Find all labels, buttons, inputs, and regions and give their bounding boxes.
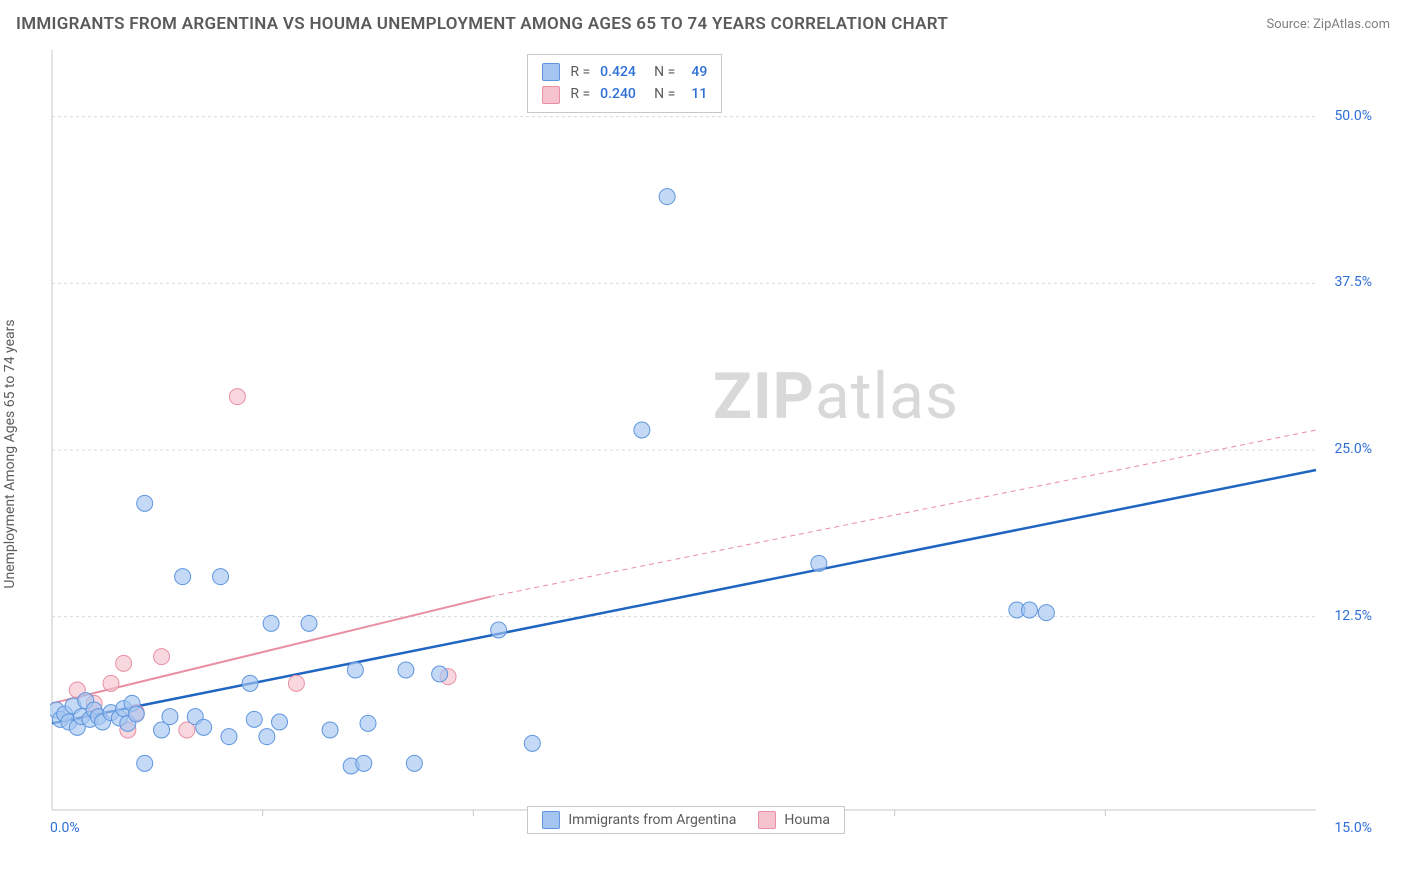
n-value: 49 [685, 61, 707, 83]
legend-item-series1: Immigrants from Argentina [542, 811, 736, 829]
stats-row-series2: R = 0.240 N = 11 [542, 83, 707, 105]
y-tick-label: 25.0% [1334, 441, 1372, 457]
legend-item-series2: Houma [758, 811, 830, 829]
x-tick-label: 0.0% [50, 820, 80, 836]
bottom-legend: Immigrants from Argentina Houma [527, 806, 845, 834]
r-value: 0.424 [600, 61, 644, 83]
y-tick-label: 50.0% [1334, 108, 1372, 124]
scatter-chart [50, 50, 1376, 822]
stats-row-series1: R = 0.424 N = 49 [542, 61, 707, 83]
plot-area: ZIPatlas R = 0.424 N = 49 R = 0.240 N = … [50, 50, 1376, 822]
swatch-series2-icon [758, 811, 776, 829]
swatch-series1-icon [542, 811, 560, 829]
title-bar: IMMIGRANTS FROM ARGENTINA VS HOUMA UNEMP… [16, 14, 1390, 34]
source-attribution: Source: ZipAtlas.com [1266, 17, 1390, 32]
chart-title: IMMIGRANTS FROM ARGENTINA VS HOUMA UNEMP… [16, 14, 948, 34]
x-tick-label: 15.0% [1334, 820, 1372, 836]
r-value: 0.240 [600, 83, 644, 105]
swatch-series1-icon [542, 63, 560, 81]
r-label: R = [570, 61, 590, 83]
n-label: N = [654, 83, 675, 105]
y-axis-label: Unemployment Among Ages 65 to 74 years [2, 319, 18, 588]
r-label: R = [570, 83, 590, 105]
swatch-series2-icon [542, 86, 560, 104]
y-tick-label: 37.5% [1334, 274, 1372, 290]
n-label: N = [654, 61, 675, 83]
stats-legend-box: R = 0.424 N = 49 R = 0.240 N = 11 [527, 54, 722, 113]
n-value: 11 [685, 83, 707, 105]
legend-label: Houma [784, 812, 830, 828]
y-tick-label: 12.5% [1334, 608, 1372, 624]
legend-label: Immigrants from Argentina [568, 812, 736, 828]
